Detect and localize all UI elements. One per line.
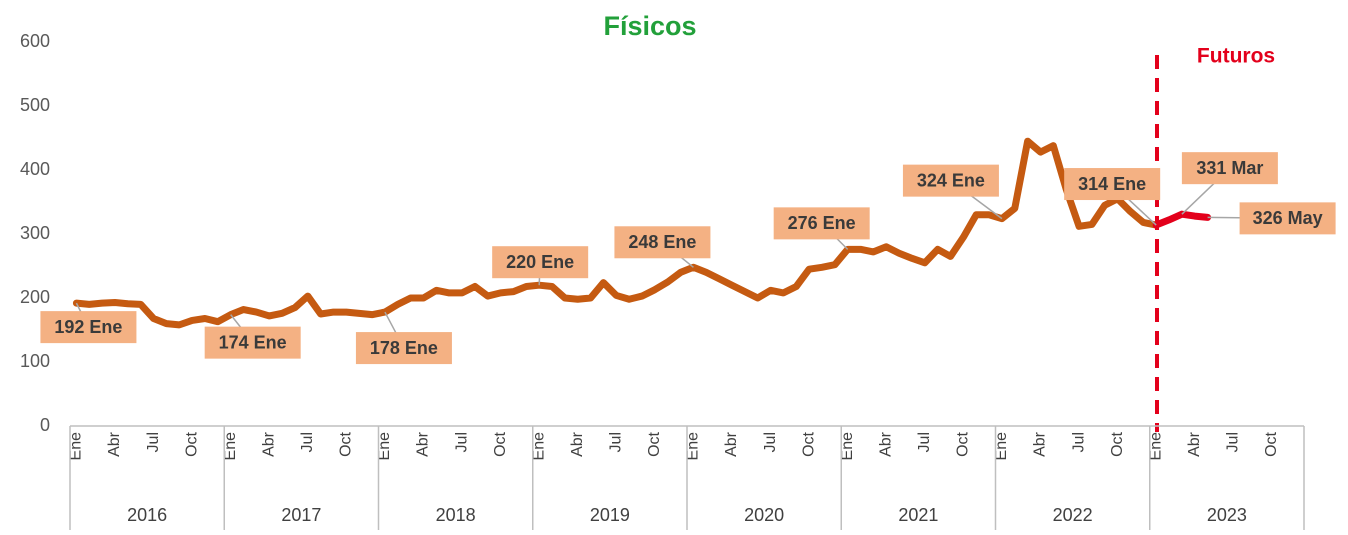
x-tick-label: Abr — [1032, 431, 1049, 457]
data-label: 248 Ene — [628, 232, 696, 252]
x-tick-label: Abr — [106, 431, 123, 457]
x-tick-label: Abr — [415, 431, 432, 457]
data-label: 324 Ene — [917, 170, 985, 190]
data-label: 326 May — [1253, 208, 1323, 228]
year-label: 2017 — [281, 505, 321, 525]
year-label: 2022 — [1053, 505, 1093, 525]
x-tick-label: Ene — [530, 432, 547, 461]
label-box — [1239, 202, 1336, 235]
x-tick-label: Oct — [1263, 431, 1280, 456]
x-tick-label: Oct — [800, 431, 817, 456]
x-tick-label: Jul — [916, 432, 933, 452]
data-label: 331 Mar — [1196, 158, 1263, 178]
x-tick-label: Oct — [183, 431, 200, 456]
year-label: 2016 — [127, 505, 167, 525]
y-tick-label: 600 — [20, 31, 50, 51]
y-tick-label: 400 — [20, 159, 50, 179]
x-tick-label: Ene — [222, 432, 239, 461]
data-label: 314 Ene — [1078, 174, 1146, 194]
label-box — [1064, 168, 1161, 201]
year-label: 2020 — [744, 505, 784, 525]
x-tick-label: Jul — [299, 432, 316, 452]
x-tick-label: Ene — [839, 432, 856, 461]
x-tick-label: Oct — [646, 431, 663, 456]
y-tick-label: 100 — [20, 351, 50, 371]
label-box — [355, 332, 452, 365]
label-box — [902, 164, 999, 197]
x-tick-label: Jul — [1070, 432, 1087, 452]
x-tick-label: Abr — [877, 431, 894, 457]
label-box — [773, 207, 870, 240]
y-tick-label: 200 — [20, 287, 50, 307]
x-tick-label: Ene — [685, 432, 702, 461]
series-line — [1152, 210, 1212, 229]
y-tick-label: 300 — [20, 223, 50, 243]
x-tick-label: Oct — [492, 431, 509, 456]
x-tick-label: Ene — [376, 432, 393, 461]
label-box — [492, 246, 589, 279]
data-label: 178 Ene — [370, 338, 438, 358]
year-label: 2023 — [1207, 505, 1247, 525]
data-label: 220 Ene — [506, 252, 574, 272]
x-tick-label: Jul — [145, 432, 162, 452]
x-tick-label: Jul — [762, 432, 779, 452]
x-tick-label: Oct — [1109, 431, 1126, 456]
x-tick-label: Abr — [569, 431, 586, 457]
x-tick-label: Jul — [1225, 432, 1242, 452]
x-tick-label: Ene — [1147, 432, 1164, 461]
data-label: 276 Ene — [788, 213, 856, 233]
year-label: 2021 — [898, 505, 938, 525]
data-label: 174 Ene — [219, 332, 287, 352]
year-label: 2018 — [436, 505, 476, 525]
series-line — [72, 137, 1160, 329]
x-tick-label: Abr — [260, 431, 277, 457]
x-tick-label: Oct — [955, 431, 972, 456]
y-tick-label: 500 — [20, 95, 50, 115]
label-box — [204, 326, 301, 359]
x-tick-label: Jul — [608, 432, 625, 452]
x-tick-label: Abr — [723, 431, 740, 457]
year-label: 2019 — [590, 505, 630, 525]
x-tick-label: Jul — [453, 432, 470, 452]
x-tick-label: Ene — [993, 432, 1010, 461]
x-tick-label: Abr — [1186, 431, 1203, 457]
data-label: 192 Ene — [54, 317, 122, 337]
y-tick-label: 0 — [40, 415, 50, 435]
label-box — [1181, 152, 1278, 185]
chart-title: Físicos — [603, 11, 696, 41]
futures-annotation: Futuros — [1197, 45, 1275, 68]
label-box — [40, 311, 137, 344]
x-tick-label: Oct — [338, 431, 355, 456]
label-box — [614, 226, 711, 259]
x-tick-label: Ene — [68, 432, 85, 461]
